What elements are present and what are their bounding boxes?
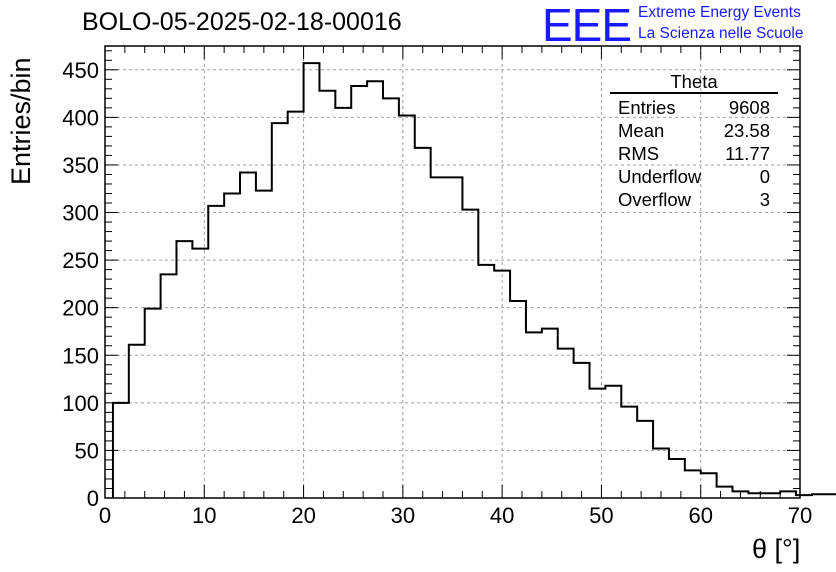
logo-subtitle-line2: La Scienza nelle Scuole (638, 25, 804, 42)
histogram-bin (462, 210, 478, 498)
chart-title: BOLO-05-2025-02-18-00016 (82, 8, 402, 36)
histogram-series (111, 62, 836, 498)
histogram-bin (415, 148, 431, 498)
y-tick-label: 200 (62, 296, 99, 321)
x-tick-label: 30 (391, 503, 415, 528)
axes-frame (104, 45, 801, 499)
grid-lines (105, 46, 800, 498)
stats-label: Mean (618, 120, 665, 141)
y-tick-label: 300 (62, 201, 99, 226)
stats-box: Theta Entries 9608 Mean 23.58 RMS 11.77 … (610, 72, 778, 211)
stats-row-rms: RMS 11.77 (610, 142, 778, 165)
histogram-bin (478, 265, 494, 498)
histogram-bin (510, 301, 526, 498)
histogram-bin (208, 206, 224, 498)
eee-logo: EEE (542, 0, 632, 51)
x-tick-label: 10 (192, 503, 216, 528)
stats-value: 0 (759, 166, 770, 187)
histogram-bin (653, 449, 669, 498)
axis-ticks (104, 46, 801, 499)
stats-value: 3 (759, 189, 770, 210)
x-tick-label: 60 (688, 503, 712, 528)
y-axis-label: Entries/bin (6, 57, 36, 185)
histogram-bin (224, 193, 240, 498)
histogram-bin (383, 98, 399, 498)
histogram-bin (192, 249, 208, 498)
stats-label: Overflow (618, 189, 691, 210)
histogram-bin (669, 459, 685, 498)
histogram-bin (542, 329, 558, 498)
y-tick-label: 250 (62, 248, 99, 273)
histogram-bin (240, 173, 256, 498)
x-axis-label: θ [°] (752, 534, 801, 564)
histogram-bin (431, 177, 447, 498)
stats-row-entries: Entries 9608 (610, 96, 778, 119)
histogram-bin (574, 363, 590, 498)
stats-row-underflow: Underflow 0 (610, 165, 778, 188)
histogram-bin (526, 332, 542, 498)
y-tick-label: 450 (62, 58, 99, 83)
histogram-bin (351, 86, 367, 498)
histogram-bin (621, 407, 637, 498)
x-tick-label: 50 (589, 503, 613, 528)
histogram-bin (288, 112, 304, 498)
histogram-bin (399, 115, 415, 498)
histogram-bin (304, 63, 320, 498)
y-tick-label: 350 (62, 153, 99, 178)
stats-label: Entries (618, 97, 676, 118)
histogram-outline (111, 62, 836, 498)
histogram-bin (256, 191, 272, 498)
histogram-bin (176, 241, 192, 498)
histogram-bin (685, 470, 701, 498)
histogram-bin (335, 108, 351, 498)
stats-value: 11.77 (725, 143, 770, 164)
histogram-bin (701, 473, 717, 498)
tick-labels: 0 10 20 30 40 50 60 700501001502002503003504004… (62, 58, 812, 528)
y-tick-label: 50 (75, 438, 99, 463)
stats-divider (610, 92, 778, 94)
x-tick-label: 40 (490, 503, 514, 528)
histogram-bin (129, 345, 145, 498)
y-tick-label: 400 (62, 105, 99, 130)
stats-value: 23.58 (723, 120, 770, 141)
histogram-bin (319, 91, 335, 498)
y-tick-label: 150 (62, 343, 99, 368)
y-tick-label: 100 (62, 391, 99, 416)
stats-row-overflow: Overflow 3 (610, 188, 778, 211)
histogram-bin (272, 123, 288, 498)
x-tick-label: 20 (291, 503, 315, 528)
histogram-bin (605, 386, 621, 498)
histogram-bin (558, 349, 574, 498)
stats-value: 9608 (728, 97, 770, 118)
stats-label: Underflow (618, 166, 702, 187)
stats-label: RMS (618, 143, 660, 164)
x-tick-label: 0 (99, 503, 111, 528)
histogram-bin (717, 487, 733, 498)
x-tick-label: 70 (788, 503, 812, 528)
histogram-bin (590, 389, 606, 498)
histogram-bin (447, 177, 463, 498)
histogram-bin (637, 421, 653, 498)
stats-title: Theta (670, 71, 718, 92)
histogram-bin (161, 274, 177, 498)
stats-row-mean: Mean 23.58 (610, 119, 778, 142)
logo-subtitle-line1: Extreme Energy Events (638, 4, 801, 21)
y-tick-label: 0 (87, 486, 99, 511)
plot-frame (104, 45, 801, 499)
histogram-bin (367, 81, 383, 498)
